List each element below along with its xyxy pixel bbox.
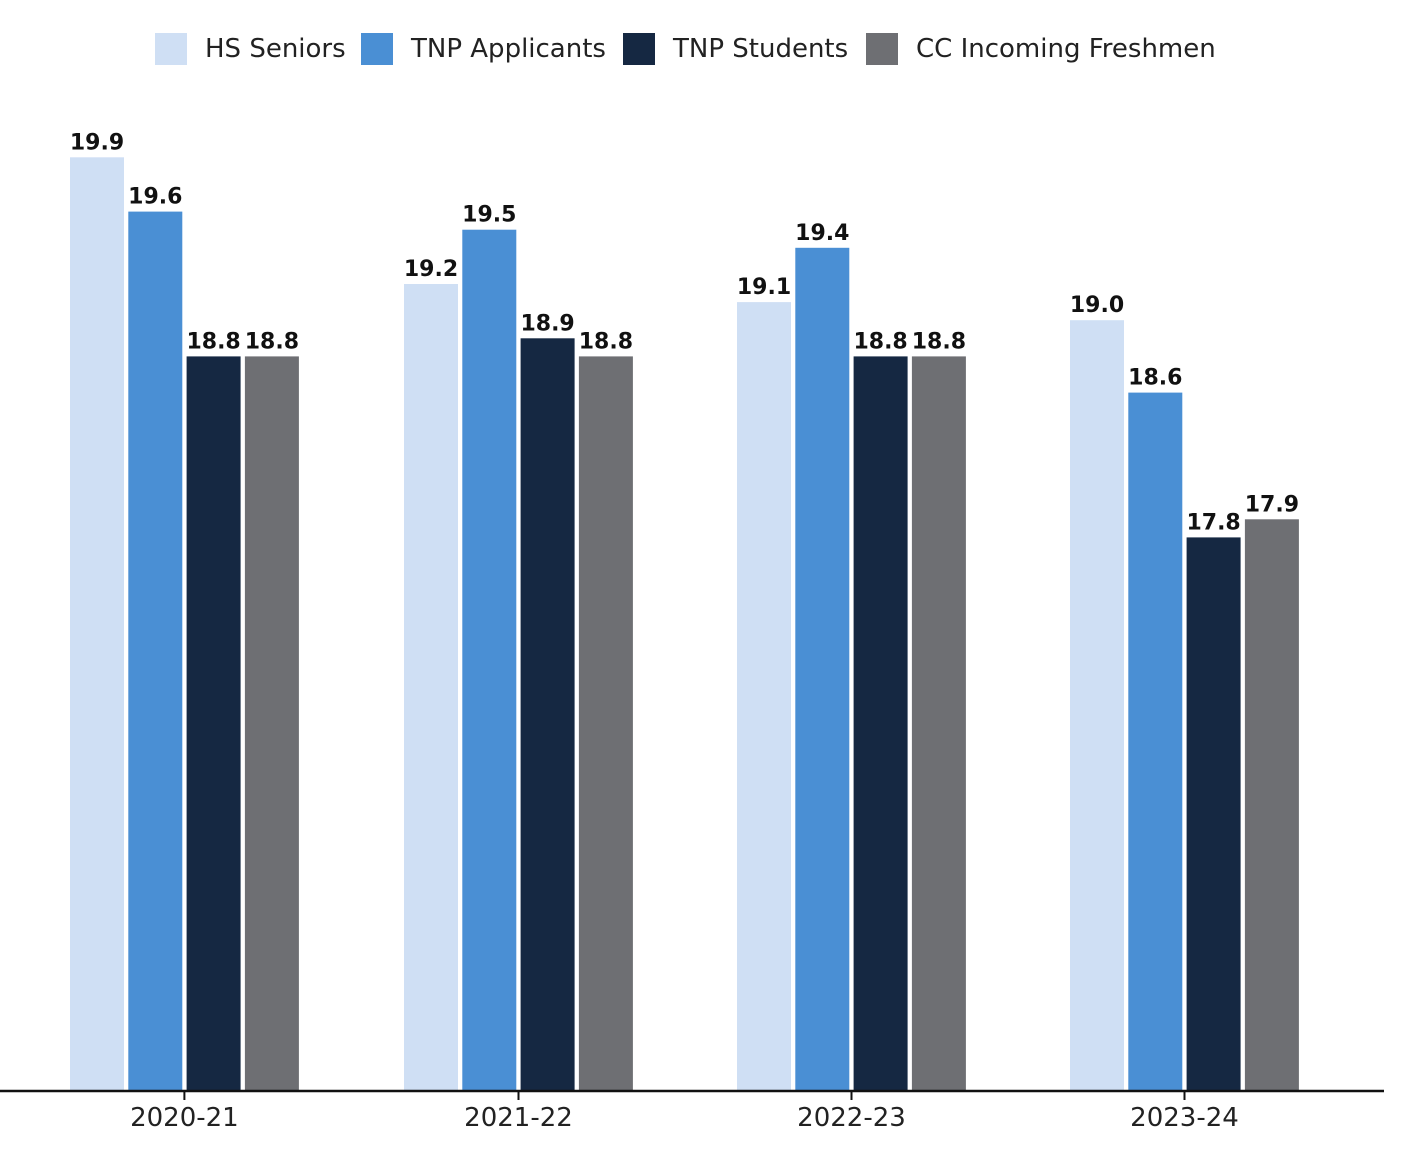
- legend-label-cc-incoming-freshmen: CC Incoming Freshmen: [916, 34, 1216, 64]
- x-ticks: [183, 1091, 1186, 1100]
- bar-tnp-students-2022-23: [853, 356, 908, 1090]
- bar-hs-seniors-2021-22: [404, 284, 458, 1090]
- legend-item-hs-seniors: HS Seniors: [155, 32, 346, 66]
- bar-value-label: 18.8: [186, 329, 240, 354]
- legend-item-cc-incoming-freshmen: CC Incoming Freshmen: [866, 32, 1216, 66]
- bar-value-label: 18.8: [912, 329, 966, 354]
- bar-tnp-students-2021-22: [520, 338, 575, 1090]
- bar-cc-incoming-freshmen-2023-24: [1244, 519, 1299, 1090]
- bar-tnp-students-2023-24: [1186, 537, 1241, 1090]
- x-tick-label: 2023-24: [1130, 1103, 1239, 1133]
- bar-value-label: 18.8: [245, 329, 299, 354]
- x-tick-labels: 2020-21 2021-22 2022-23 2023-24: [130, 1103, 1239, 1133]
- legend-swatch-cc-incoming-freshmen: [866, 33, 898, 65]
- bar-tnp-applicants-2021-22: [462, 229, 517, 1090]
- bar-cc-incoming-freshmen-2020-21: [244, 356, 299, 1090]
- bar-labels: 19.919.618.8 18.819.219.518.918.819.119.4…: [70, 130, 1299, 535]
- bar-tnp-applicants-2023-24: [1128, 392, 1183, 1091]
- bar-value-label: 18.8: [853, 329, 907, 354]
- legend-swatch-hs-seniors: [155, 33, 187, 65]
- x-tick-label: 2021-22: [464, 1103, 573, 1133]
- bar-value-label: 19.2: [404, 257, 458, 282]
- x-tick-label: 2022-23: [797, 1103, 906, 1133]
- legend: HS Seniors TNP Applicants TNP Students C…: [0, 0, 1401, 100]
- bar-value-label: 19.6: [128, 185, 182, 210]
- bar-hs-seniors-2023-24: [1070, 320, 1124, 1090]
- bar-value-label: 18.9: [520, 311, 574, 336]
- bar-cc-incoming-freshmen-2022-23: [911, 356, 966, 1090]
- bar-cc-incoming-freshmen-2021-22: [578, 356, 633, 1090]
- bar-value-label: 19.9: [70, 130, 124, 155]
- legend-item-tnp-applicants: TNP Applicants: [361, 32, 606, 66]
- bars: [70, 157, 1299, 1091]
- bar-value-label: 17.9: [1245, 492, 1299, 517]
- bar-tnp-students-2020-21: [186, 356, 241, 1090]
- bar-tnp-applicants-2022-23: [795, 247, 850, 1091]
- legend-label-tnp-students: TNP Students: [673, 34, 849, 64]
- bar-hs-seniors-2022-23: [737, 302, 791, 1091]
- bar-value-label: 18.6: [1128, 366, 1182, 391]
- legend-swatch-tnp-applicants: [361, 33, 393, 65]
- legend-item-tnp-students: TNP Students: [623, 32, 848, 66]
- bar-tnp-applicants-2020-21: [128, 211, 183, 1091]
- bar-value-label: 18.8: [579, 329, 633, 354]
- bar-value-label: 19.4: [795, 221, 849, 246]
- legend-label-tnp-applicants: TNP Applicants: [411, 34, 606, 64]
- bar-value-label: 19.5: [462, 203, 516, 228]
- bar-value-label: 19.0: [1070, 293, 1124, 318]
- bar-value-label: 17.8: [1186, 510, 1240, 535]
- x-tick-label: 2020-21: [130, 1103, 239, 1133]
- legend-label-hs-seniors: HS Seniors: [205, 34, 346, 64]
- bar-value-label: 19.1: [737, 275, 791, 300]
- bar-hs-seniors-2020-21: [70, 157, 124, 1091]
- legend-swatch-tnp-students: [623, 33, 655, 65]
